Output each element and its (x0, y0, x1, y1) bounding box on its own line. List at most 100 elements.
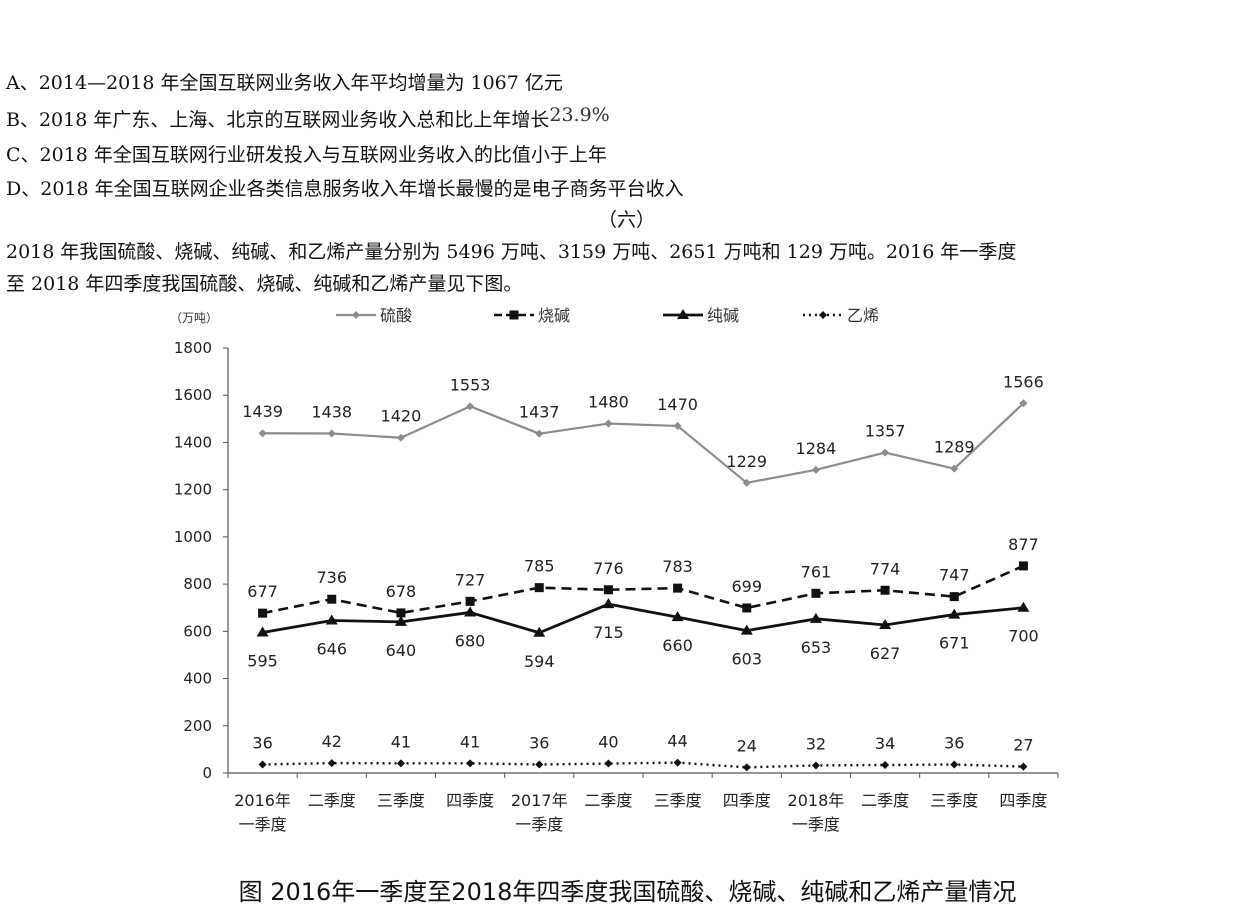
series-line-caustic (262, 564, 1024, 615)
legend-label-sulfuric: 硫酸 (380, 306, 412, 325)
y-tick-label: 400 (183, 670, 212, 688)
x-tick-label: 二季度 (861, 791, 909, 810)
data-label-soda: 715 (593, 623, 624, 642)
data-point-caustic (534, 583, 544, 593)
data-point-ethylene (1019, 762, 1028, 771)
x-tick-label: 二季度 (308, 791, 356, 810)
data-point-soda (256, 626, 269, 637)
data-point-caustic (327, 594, 337, 604)
data-point-ethylene (811, 761, 820, 770)
data-point-soda (1017, 601, 1030, 612)
data-label-ethylene: 34 (875, 734, 895, 753)
data-label-soda: 603 (731, 650, 762, 669)
data-point-caustic (811, 588, 821, 598)
data-point-sulfuric (742, 478, 751, 487)
data-point-caustic (1018, 561, 1028, 571)
data-point-caustic (880, 585, 890, 595)
x-tick-label: 四季度 (446, 791, 494, 810)
y-axis-unit: （万吨） (170, 311, 218, 325)
data-label-ethylene: 42 (322, 732, 342, 751)
legend-marker-caustic (509, 310, 519, 320)
data-label-soda: 660 (662, 636, 693, 655)
series-line-soda (262, 602, 1024, 635)
data-label-sulfuric: 1357 (865, 422, 906, 441)
series-line-sulfuric (262, 402, 1025, 484)
data-label-sulfuric: 1553 (450, 375, 491, 394)
data-label-caustic: 699 (731, 577, 762, 596)
data-point-soda (464, 606, 477, 617)
data-label-caustic: 785 (524, 557, 555, 576)
data-point-caustic (742, 603, 752, 613)
legend-label-soda: 纯碱 (707, 306, 739, 325)
legend-marker-soda (677, 309, 689, 319)
data-point-ethylene (466, 759, 475, 768)
option-c-text: C、2018 年全国互联网行业研发投入与互联网业务收入的比值小于上年 (6, 144, 607, 166)
data-point-caustic (258, 608, 268, 618)
data-label-caustic: 677 (247, 582, 278, 601)
y-tick-label: 600 (183, 622, 212, 640)
intro-line-2: 至 2018 年四季度我国硫酸、烧碱、纯碱和乙烯产量见下图。 (6, 273, 523, 295)
y-tick-label: 1400 (174, 433, 212, 451)
data-point-ethylene (673, 758, 682, 767)
data-label-caustic: 736 (316, 568, 347, 587)
data-point-soda (602, 598, 615, 609)
x-tick-label: 三季度 (654, 791, 702, 810)
section-marker: （六） (598, 209, 656, 231)
data-label-caustic: 678 (386, 582, 417, 601)
data-label-caustic: 774 (870, 559, 901, 578)
data-label-sulfuric: 1438 (311, 402, 352, 421)
data-label-ethylene: 41 (391, 732, 411, 751)
legend-marker-sulfuric (352, 311, 360, 319)
data-point-sulfuric (258, 429, 267, 438)
x-tick-label: 2017年 (511, 791, 568, 810)
data-label-sulfuric: 1470 (657, 395, 698, 414)
data-point-sulfuric (1019, 399, 1028, 408)
data-label-sulfuric: 1420 (381, 407, 422, 426)
data-point-sulfuric (604, 419, 613, 428)
data-label-sulfuric: 1229 (726, 452, 767, 471)
data-label-soda: 653 (801, 638, 832, 657)
data-label-caustic: 761 (801, 562, 832, 581)
x-tick-label: 2018年 (788, 791, 845, 810)
data-label-caustic: 877 (1008, 535, 1039, 554)
data-point-sulfuric (811, 465, 820, 474)
data-point-soda (325, 614, 338, 625)
x-tick-label: 三季度 (377, 791, 425, 810)
data-label-ethylene: 36 (529, 734, 549, 753)
data-label-sulfuric: 1289 (934, 438, 975, 457)
production-line-chart: 0 200 400 600 800 1000 1200 1400 1600 1800 2016年一季… (170, 306, 1059, 834)
data-point-soda (740, 624, 753, 635)
y-tick-label: 1600 (174, 386, 212, 404)
series-line-ethylene (262, 761, 1024, 769)
data-point-sulfuric (535, 429, 544, 438)
data-point-soda (671, 611, 684, 622)
data-label-soda: 700 (1008, 627, 1039, 646)
x-tick-label: 2016年 (234, 791, 291, 810)
x-tick-label: 一季度 (239, 815, 287, 834)
data-point-ethylene (396, 759, 405, 768)
data-label-ethylene: 41 (460, 732, 480, 751)
x-tick-label: 三季度 (930, 791, 978, 810)
legend-label-caustic: 烧碱 (538, 306, 570, 325)
y-tick-label: 200 (183, 717, 212, 735)
option-c: C、2018 年全国互联网行业研发投入与互联网业务收入的比值小于上年 (6, 140, 607, 167)
option-b-percent: 23.9% (549, 104, 610, 126)
data-label-sulfuric: 1439 (242, 402, 283, 421)
data-point-soda (533, 626, 546, 637)
data-label-caustic: 727 (455, 570, 486, 589)
data-point-caustic (465, 596, 475, 606)
intro-line-1: 2018 年我国硫酸、烧碱、纯碱、和乙烯产量分别为 5496 万吨、3159 万… (6, 241, 1017, 263)
data-label-soda: 671 (939, 634, 970, 653)
data-label-soda: 594 (524, 652, 555, 671)
legend-label-ethylene: 乙烯 (847, 306, 879, 325)
data-point-sulfuric (881, 448, 890, 457)
data-point-soda (394, 615, 407, 626)
data-label-ethylene: 24 (737, 736, 757, 755)
legend-marker-ethylene (819, 311, 827, 319)
data-label-sulfuric: 1437 (519, 403, 560, 422)
data-point-ethylene (742, 763, 751, 772)
y-tick-label: 0 (202, 764, 212, 782)
y-tick-label: 1800 (174, 339, 212, 357)
option-b-text: B、2018 年广东、上海、北京的互联网业务收入总和比上年增长 (6, 109, 550, 131)
y-tick-label: 1200 (174, 481, 212, 499)
